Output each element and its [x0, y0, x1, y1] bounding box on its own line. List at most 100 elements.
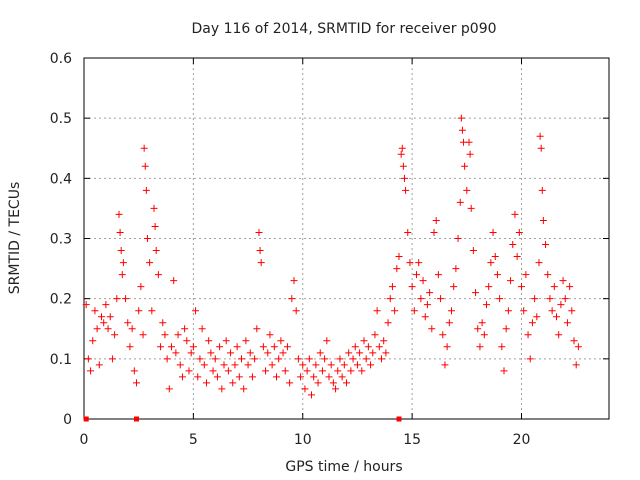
data-point	[487, 259, 495, 267]
data-point	[441, 361, 449, 369]
data-point	[507, 277, 515, 285]
data-point	[84, 355, 92, 363]
data-point	[338, 373, 346, 381]
data-point	[240, 385, 248, 393]
data-point	[511, 210, 519, 218]
data-point	[268, 361, 276, 369]
grid	[84, 58, 609, 419]
data-point	[111, 331, 119, 339]
data-point	[205, 337, 213, 345]
axis-ticks: 0 0.1 0.2 0.3 0.4 0.5 0.6 0 5 10 15 20	[50, 51, 609, 448]
data-point	[242, 337, 250, 345]
data-point	[538, 186, 546, 194]
data-point	[325, 373, 333, 381]
data-point	[413, 271, 420, 279]
data-point	[458, 126, 466, 134]
data-point	[371, 331, 379, 339]
data-point	[336, 355, 344, 363]
data-point	[259, 343, 267, 351]
data-point	[423, 301, 431, 309]
data-point	[140, 144, 148, 152]
data-point	[119, 259, 127, 267]
data-point	[87, 367, 95, 375]
data-point	[526, 355, 534, 363]
data-point	[428, 325, 436, 333]
data-point	[457, 114, 465, 122]
data-point	[283, 343, 291, 351]
data-point	[421, 313, 429, 321]
x-tick-label: 0	[80, 432, 89, 448]
data-point	[196, 355, 204, 363]
data-point	[375, 343, 383, 351]
data-point	[213, 373, 221, 381]
data-point	[270, 343, 278, 351]
data-point	[566, 283, 574, 291]
data-point	[397, 150, 405, 158]
x-tick-label: 20	[513, 432, 531, 448]
data-point	[303, 367, 311, 375]
data-point	[146, 259, 154, 267]
data-point	[391, 307, 399, 315]
data-point	[227, 349, 235, 357]
data-point	[548, 307, 556, 315]
data-point	[542, 241, 550, 249]
data-point	[395, 253, 403, 261]
data-point	[151, 222, 159, 230]
data-point	[224, 367, 232, 375]
x-tick-label: 10	[294, 432, 312, 448]
data-point	[231, 361, 239, 369]
data-point	[321, 355, 329, 363]
data-point	[174, 331, 182, 339]
data-point	[568, 307, 576, 315]
data-point	[218, 385, 226, 393]
data-point	[393, 265, 401, 273]
data-point	[364, 343, 372, 351]
data-point	[559, 277, 567, 285]
data-point	[496, 295, 504, 303]
data-point	[432, 216, 440, 224]
x-axis-label: GPS time / hours	[285, 459, 402, 475]
data-point	[209, 367, 217, 375]
data-point	[439, 331, 447, 339]
data-point	[398, 144, 406, 152]
data-point	[323, 337, 331, 345]
data-point	[476, 343, 484, 351]
data-point	[262, 367, 270, 375]
data-point	[137, 283, 145, 291]
data-point	[382, 349, 390, 357]
data-point	[157, 343, 165, 351]
data-point	[161, 331, 169, 339]
y-tick-label: 0.2	[50, 292, 72, 308]
data-point	[117, 247, 125, 255]
data-point	[410, 307, 418, 315]
data-point	[222, 337, 230, 345]
data-point	[384, 319, 392, 327]
data-point	[485, 283, 493, 291]
data-point	[176, 361, 184, 369]
data-point	[408, 283, 416, 291]
data-point	[115, 210, 123, 218]
data-point	[388, 283, 396, 291]
data-point	[360, 337, 368, 345]
data-point	[343, 379, 350, 387]
data-point	[91, 307, 99, 315]
data-point	[456, 198, 464, 206]
data-point	[308, 391, 315, 399]
data-point	[113, 295, 121, 303]
data-point	[124, 319, 132, 327]
data-point	[513, 253, 521, 261]
data-point	[122, 295, 130, 303]
data-point	[183, 337, 191, 345]
data-point	[152, 247, 160, 255]
data-point	[106, 313, 114, 321]
data-point	[463, 186, 471, 194]
data-point	[192, 307, 200, 315]
data-point	[539, 216, 547, 224]
data-point	[426, 289, 434, 297]
data-point	[143, 235, 151, 242]
data-point	[434, 271, 442, 279]
data-point	[522, 271, 530, 279]
data-point	[380, 337, 388, 345]
data-point	[340, 361, 348, 369]
data-point	[203, 379, 210, 387]
